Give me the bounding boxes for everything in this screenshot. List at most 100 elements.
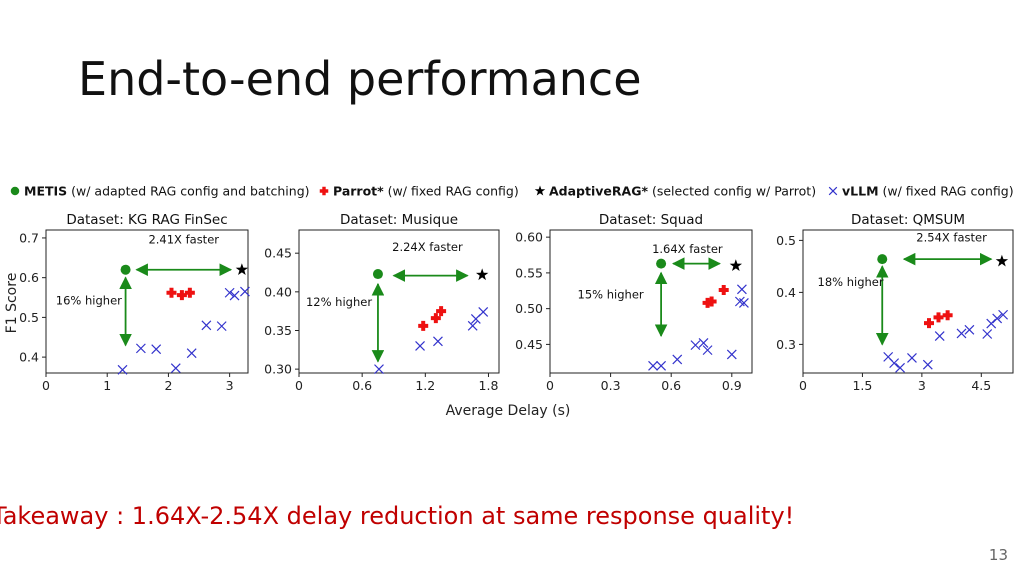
y-tick-label: 0.7 bbox=[19, 230, 39, 245]
x-tick-label: 0 bbox=[799, 378, 807, 393]
x-tick-label: 0 bbox=[42, 378, 50, 393]
legend-label-parrot: Parrot* (w/ fixed RAG config) bbox=[333, 184, 519, 199]
point-parrot bbox=[176, 290, 187, 301]
plot-frame bbox=[549, 229, 753, 374]
x-tick-label: 0 bbox=[546, 378, 554, 393]
plot-frame bbox=[298, 229, 500, 374]
point-vllm bbox=[433, 336, 443, 347]
legend-marker-metis bbox=[10, 186, 20, 196]
y-tick-label: 0.55 bbox=[515, 265, 543, 280]
legend-entry-metis: METIS (w/ adapted RAG config and batchin… bbox=[10, 184, 310, 199]
point-vllm bbox=[186, 348, 197, 359]
point-vllm bbox=[907, 352, 917, 363]
point-vllm bbox=[726, 349, 737, 360]
x-tick-label: 3 bbox=[226, 378, 234, 393]
point-vllm bbox=[690, 340, 701, 351]
slide-title: End-to-end performance bbox=[78, 52, 642, 106]
x-tick-label: 4.5 bbox=[971, 378, 991, 393]
point-vllm bbox=[656, 360, 667, 371]
legend-entry-vllm: vLLM (w/ fixed RAG config) bbox=[828, 184, 1014, 199]
legend-label-metis: METIS (w/ adapted RAG config and batchin… bbox=[24, 184, 310, 199]
y-tick-label: 0.3 bbox=[776, 337, 796, 352]
higher-label: 18% higher bbox=[818, 275, 884, 289]
legend-label-vllm: vLLM (w/ fixed RAG config) bbox=[842, 184, 1014, 199]
point-adaptive bbox=[235, 263, 249, 275]
panel-title: Dataset: Musique bbox=[340, 212, 458, 228]
y-tick-label: 0.40 bbox=[264, 284, 292, 299]
point-vllm bbox=[934, 331, 945, 342]
point-vllm bbox=[982, 329, 993, 339]
point-parrot bbox=[436, 306, 447, 317]
point-metis bbox=[656, 258, 667, 269]
higher-label: 12% higher bbox=[306, 295, 372, 309]
point-vllm bbox=[374, 364, 384, 375]
point-vllm bbox=[956, 328, 967, 339]
point-adaptive bbox=[475, 268, 489, 281]
x-tick-label: 0.6 bbox=[352, 378, 372, 393]
x-tick-label: 3 bbox=[918, 378, 926, 393]
point-parrot bbox=[942, 310, 953, 321]
point-vllm bbox=[964, 324, 975, 335]
y-tick-label: 0.5 bbox=[19, 310, 39, 325]
y-tick-label: 0.6 bbox=[19, 270, 39, 285]
panel-title: Dataset: KG RAG FinSec bbox=[66, 212, 227, 228]
y-tick-label: 0.4 bbox=[19, 350, 39, 365]
x-axis-label: Average Delay (s) bbox=[446, 403, 571, 419]
faster-label: 1.64X faster bbox=[652, 242, 723, 256]
y-tick-label: 0.5 bbox=[776, 233, 796, 248]
x-tick-label: 2 bbox=[164, 378, 172, 393]
x-tick-label: 1.5 bbox=[852, 378, 872, 393]
point-vllm bbox=[135, 343, 146, 354]
faster-label: 2.41X faster bbox=[148, 233, 219, 247]
point-vllm bbox=[648, 360, 658, 371]
point-parrot bbox=[924, 318, 934, 329]
point-vllm bbox=[992, 313, 1003, 324]
point-adaptive bbox=[995, 254, 1009, 267]
point-vllm bbox=[998, 309, 1009, 320]
y-tick-label: 0.45 bbox=[264, 246, 292, 261]
point-metis bbox=[372, 269, 383, 280]
y-tick-label: 0.45 bbox=[515, 337, 543, 352]
point-vllm bbox=[240, 286, 250, 297]
point-parrot bbox=[430, 313, 441, 324]
legend-entry-adaptive: AdaptiveRAG* (selected config w/ Parrot) bbox=[534, 184, 816, 199]
point-vllm bbox=[224, 287, 235, 298]
point-parrot bbox=[706, 296, 717, 307]
point-vllm bbox=[889, 358, 900, 369]
plot-frame bbox=[802, 229, 1014, 374]
point-vllm bbox=[478, 307, 489, 317]
point-vllm bbox=[738, 298, 749, 308]
x-tick-label: 0 bbox=[295, 378, 303, 393]
x-tick-label: 0.6 bbox=[661, 378, 681, 393]
higher-label: 16% higher bbox=[56, 294, 122, 308]
faster-label: 2.54X faster bbox=[916, 230, 987, 244]
x-tick-label: 0.9 bbox=[722, 378, 742, 393]
legend-marker-adaptive bbox=[534, 185, 546, 196]
legend-marker-parrot bbox=[319, 186, 329, 196]
chart-panels: Dataset: KG RAG FinSec 0 1 2 3 0.4 0.5 0.6 0.7 2.… bbox=[19, 212, 1014, 393]
point-vllm bbox=[467, 320, 478, 331]
point-parrot bbox=[418, 320, 429, 331]
point-metis bbox=[120, 264, 131, 275]
point-vllm bbox=[895, 362, 906, 373]
legend-marker-vllm bbox=[828, 186, 838, 196]
chart-panel-4: Dataset: QMSUM 0 1.5 3 4.5 0.3 0.4 0.5 2.54X fas… bbox=[776, 212, 1014, 393]
y-tick-label: 0.60 bbox=[515, 230, 543, 245]
takeaway-text: Takeaway : 1.64X-2.54X delay reduction a… bbox=[0, 502, 795, 530]
point-vllm bbox=[672, 354, 683, 365]
x-tick-label: 1.8 bbox=[479, 378, 499, 393]
x-tick-label: 1.2 bbox=[415, 378, 435, 393]
point-parrot bbox=[718, 285, 729, 296]
page-number: 13 bbox=[988, 546, 1008, 564]
point-vllm bbox=[229, 290, 240, 301]
y-tick-label: 0.4 bbox=[776, 285, 796, 300]
performance-figure: METIS (w/ adapted RAG config and batchin… bbox=[4, 184, 1014, 420]
chart-panel-3: Dataset: Squad 0 0.3 0.6 0.9 0.45 0.50 0.55 0.60… bbox=[515, 212, 753, 393]
chart-panel-2: Dataset: Musique 0 0.6 1.2 1.8 0.30 0.35 0.40 0.… bbox=[264, 212, 500, 393]
plot-frame bbox=[45, 229, 249, 374]
point-parrot bbox=[933, 312, 944, 323]
x-tick-label: 1 bbox=[103, 378, 111, 393]
point-vllm bbox=[117, 364, 128, 375]
point-parrot bbox=[166, 287, 177, 298]
point-vllm bbox=[922, 359, 933, 370]
